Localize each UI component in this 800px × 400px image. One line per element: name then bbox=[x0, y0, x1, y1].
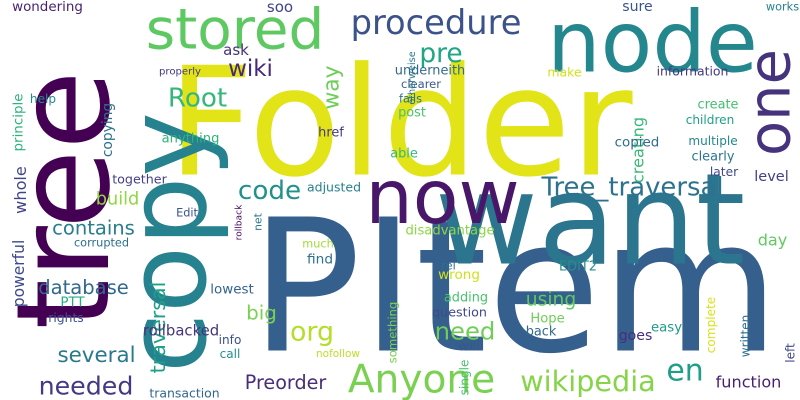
word-disadvantage: disadvantage bbox=[405, 224, 494, 239]
word-works: works bbox=[766, 1, 799, 14]
word-anyone: Anyone bbox=[348, 358, 495, 400]
word-wondering: wondering bbox=[12, 0, 83, 15]
word-one: one bbox=[737, 49, 800, 156]
word-contains: contains bbox=[52, 217, 135, 240]
word-tree-traversal: Tree_traversal bbox=[540, 173, 723, 203]
word-back: back bbox=[526, 325, 557, 340]
word-pre: pre bbox=[419, 38, 462, 69]
word-pitem: PItem bbox=[250, 181, 779, 395]
word-easy: easy bbox=[651, 321, 682, 336]
word-underneith: underneith bbox=[395, 64, 465, 79]
word-copying: copying bbox=[100, 103, 116, 157]
word-needed: needed bbox=[39, 372, 134, 400]
word-need: need bbox=[435, 317, 496, 346]
word-call: call bbox=[220, 347, 241, 361]
word-principle: principle bbox=[12, 94, 27, 152]
word-soo: soo bbox=[267, 0, 293, 16]
word-written: written bbox=[739, 315, 753, 357]
word-able: able bbox=[390, 147, 418, 162]
word-org: org bbox=[290, 317, 334, 348]
word-adjusted: adjusted bbox=[307, 180, 361, 195]
word-make: make bbox=[547, 65, 582, 80]
word-properly: properly bbox=[159, 67, 201, 78]
word-rel: rel bbox=[441, 260, 455, 273]
word-children: children bbox=[686, 113, 735, 127]
word-question: question bbox=[432, 305, 487, 320]
word-left: left bbox=[784, 343, 798, 363]
word-together: together bbox=[112, 172, 167, 187]
word-transaction: transaction bbox=[149, 386, 219, 400]
word-lowest: lowest bbox=[210, 283, 253, 298]
word-edit: Edit bbox=[176, 207, 198, 220]
word-much: much bbox=[302, 238, 333, 251]
word-sure: sure bbox=[622, 0, 652, 15]
word-wiki: wiki bbox=[228, 56, 273, 82]
word-creating: creating bbox=[629, 117, 648, 183]
word-ask: ask bbox=[223, 41, 249, 59]
word-procedure: procedure bbox=[351, 3, 522, 42]
word-rollback: rollback bbox=[235, 204, 245, 240]
word-level: level bbox=[754, 169, 789, 185]
word-information: information bbox=[657, 64, 729, 79]
word-now: now bbox=[365, 154, 519, 241]
word-multiple: multiple bbox=[688, 134, 737, 148]
word-create: create bbox=[698, 98, 739, 113]
word-hope: Hope bbox=[530, 312, 564, 327]
word-rollbacked: rollbacked bbox=[143, 323, 219, 340]
word-info: info bbox=[219, 333, 242, 347]
word-copy: copy bbox=[104, 112, 231, 373]
word-clearly: clearly bbox=[691, 150, 734, 165]
word-clearer: clearer bbox=[401, 77, 441, 91]
word-code: code bbox=[238, 176, 301, 206]
word-corrupted: corrupted bbox=[74, 237, 129, 250]
word-href: href bbox=[318, 126, 344, 141]
word-will: will bbox=[458, 340, 479, 355]
word-fails: fails bbox=[399, 93, 422, 106]
word-ptt: PTT bbox=[60, 296, 85, 311]
word-preorder: Preorder bbox=[245, 371, 327, 394]
word-en: en bbox=[666, 354, 703, 389]
word-nofollow: nofollow bbox=[316, 348, 360, 360]
word-root: Root bbox=[168, 84, 227, 114]
word-edit2: EDIT2 bbox=[559, 260, 597, 275]
word-function: function bbox=[716, 373, 782, 392]
word-several: several bbox=[57, 343, 135, 368]
word-wrong: wrong bbox=[438, 267, 480, 283]
word-stored: stored bbox=[146, 0, 325, 63]
word-build: build bbox=[96, 190, 140, 210]
word-help: help bbox=[30, 92, 56, 106]
word-anything: anything bbox=[162, 132, 220, 147]
word-folder: Folder bbox=[167, 35, 632, 211]
word-node: node bbox=[547, 0, 758, 92]
word-rights: rights bbox=[48, 311, 83, 325]
word-goes: goes bbox=[619, 328, 653, 344]
word-find: find bbox=[307, 252, 333, 268]
word-day: day bbox=[758, 231, 788, 250]
word-tree: tree bbox=[0, 70, 139, 329]
word-big: big bbox=[246, 302, 277, 325]
word-traversal: traversal bbox=[146, 282, 170, 374]
word-copied: copied bbox=[615, 136, 660, 151]
word-way: way bbox=[320, 65, 345, 109]
word-single: single bbox=[458, 360, 472, 396]
word-net: net bbox=[252, 213, 265, 231]
word-using: using bbox=[526, 290, 576, 311]
word-whole: whole bbox=[11, 166, 30, 214]
word-later: later bbox=[710, 165, 739, 179]
word-complete: complete bbox=[704, 297, 718, 354]
word-otherweise: otherweise bbox=[407, 51, 418, 104]
word-want: want bbox=[435, 147, 746, 294]
word-post: post bbox=[398, 106, 426, 121]
word-wikipedia: wikipedia bbox=[520, 364, 656, 398]
word-database: database bbox=[38, 276, 129, 299]
word-something: something bbox=[386, 302, 400, 364]
word-powerful: powerful bbox=[10, 240, 28, 308]
word-adding: adding bbox=[444, 291, 488, 306]
